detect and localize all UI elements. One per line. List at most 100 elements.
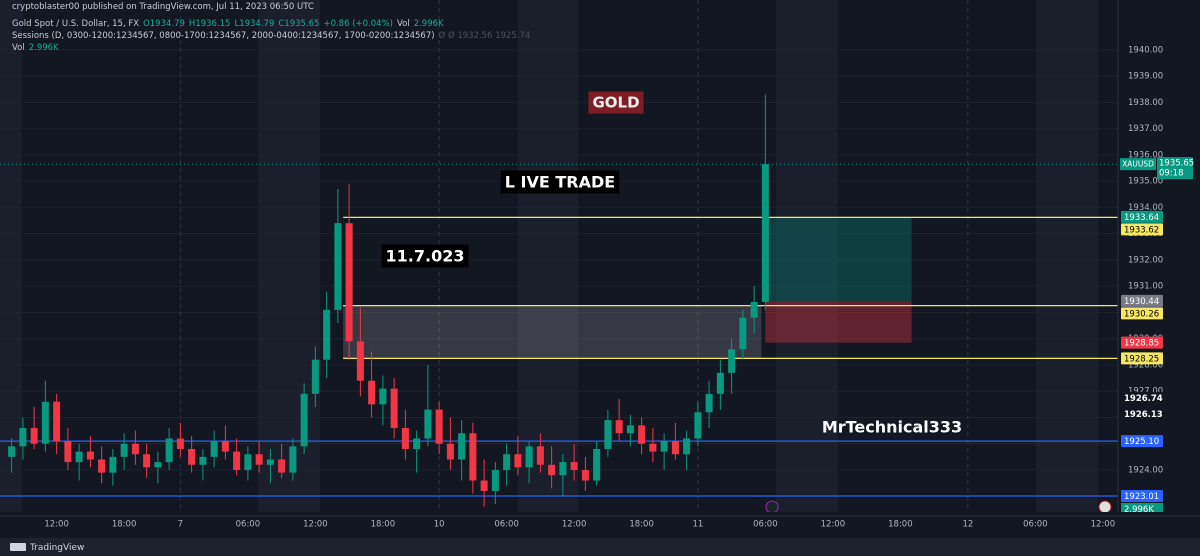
candle-body (469, 433, 477, 481)
price-tag (1121, 210, 1163, 223)
price-tag (1121, 223, 1163, 236)
countdown-label: 09:18 (1159, 169, 1184, 179)
annotation: MrTechnical333 (822, 418, 962, 437)
price-tag-label: 1925.10 (1124, 437, 1159, 447)
ohlc-close: C1935.65 (278, 19, 320, 29)
price-tag (1121, 294, 1163, 307)
price-tag-label: 1930.26 (1124, 309, 1159, 319)
candle-body (188, 448, 196, 465)
x-tick-label: 06:00 (753, 520, 778, 530)
volume-line: Vol 2.996K (12, 43, 59, 53)
annotation-bg (588, 91, 644, 114)
x-tick-label: 18:00 (112, 520, 137, 530)
candle-body (334, 223, 342, 310)
candle-body (491, 469, 499, 491)
annotation-text: L IVE TRADE (505, 173, 615, 192)
candle-body (761, 164, 769, 302)
current-price-tag (1157, 157, 1193, 180)
price-tag-label: 1933.62 (1124, 225, 1159, 235)
legend-line: Gold Spot / U.S. Dollar, 15, FX O1934.79… (12, 19, 444, 29)
candle-body (581, 469, 589, 481)
candle-body (559, 462, 567, 476)
price-tag (1121, 408, 1163, 421)
candle-body (705, 393, 713, 413)
candle-body (660, 441, 668, 452)
candle-body (278, 459, 286, 473)
candle-body (390, 388, 398, 428)
candle-body (716, 372, 724, 394)
x-tick-label: 06:00 (494, 520, 519, 530)
candle-body (120, 443, 128, 457)
price-tag (1121, 392, 1163, 405)
volume-label: Vol (12, 43, 25, 53)
x-tick-label: 12:00 (562, 520, 587, 530)
x-tick-label: 12 (962, 520, 973, 530)
symbol-label: XAUUSD (1122, 160, 1154, 169)
annotation-bg (500, 170, 620, 194)
x-tick-label: 18:00 (629, 520, 654, 530)
x-tick-label: 06:00 (236, 520, 261, 530)
ohlc-low: L1934.79 (234, 19, 275, 29)
annotation-text: MrTechnical333 (822, 418, 962, 437)
candle-body (671, 441, 679, 455)
candle-body (289, 446, 297, 473)
candle-body (64, 441, 72, 463)
candle-body (143, 454, 151, 468)
candle-body (604, 420, 612, 449)
sessions: Sessions (D, 0300-1200:1234567, 0800-170… (12, 31, 435, 41)
ohlc-high: H1936.15 (188, 19, 231, 29)
footer-logo (10, 543, 26, 551)
y-tick-label: 1931.00 (1128, 282, 1163, 292)
price-tag (1121, 307, 1163, 320)
x-tick-label: 11 (692, 520, 703, 530)
candle-body (75, 451, 83, 463)
candle-body (750, 301, 758, 318)
candle-body (233, 451, 241, 470)
candle-body (435, 409, 443, 444)
candle-body (615, 420, 623, 434)
x-tick-label: 18:00 (888, 520, 913, 530)
candle-body (8, 446, 16, 457)
candle-body (401, 427, 409, 449)
candle-body (210, 441, 218, 457)
candle-body (446, 443, 454, 460)
candle-body (739, 317, 747, 350)
session-band (776, 0, 838, 512)
y-tick-label: 1940.00 (1128, 45, 1163, 55)
y-tick-label: 1924.00 (1128, 465, 1163, 475)
volume-value: 2.996K (413, 19, 444, 29)
price-tag (1121, 489, 1163, 502)
candle-body (413, 438, 421, 449)
candle-body (176, 438, 184, 449)
price-tag (1121, 352, 1163, 365)
candle-body (638, 425, 646, 444)
y-tick-label: 1928.00 (1128, 360, 1163, 370)
candle-body (694, 412, 702, 439)
publisher: cryptoblaster00 published on TradingView… (12, 2, 314, 12)
candle-body (323, 309, 331, 360)
candle-body (514, 454, 522, 468)
volume-label: Vol (396, 19, 410, 29)
y-tick-label: 1934.00 (1128, 203, 1163, 213)
annotation: 11.7.023 (381, 244, 469, 268)
y-tick-label: 1927.00 (1128, 387, 1163, 397)
position-target-zone (765, 216, 912, 301)
candle-body (300, 393, 308, 447)
volume-value: 2.996K (28, 43, 59, 53)
candle-body (53, 401, 61, 442)
x-tick-label: 12:00 (44, 520, 69, 530)
price-tag-label: 1928.25 (1124, 354, 1159, 364)
candle-body (424, 409, 432, 439)
annotation: L IVE TRADE (500, 170, 620, 194)
y-tick-label: 1935.00 (1128, 177, 1163, 187)
candle-body (626, 425, 634, 434)
price-axis-bg (1118, 0, 1200, 512)
x-tick-label: 06:00 (1023, 520, 1048, 530)
annotation-text: GOLD (592, 94, 639, 112)
candle-body (19, 427, 27, 447)
candle-body (593, 448, 601, 481)
candle-body (458, 433, 466, 460)
session-band (0, 0, 22, 512)
position-stop-zone (765, 300, 912, 343)
